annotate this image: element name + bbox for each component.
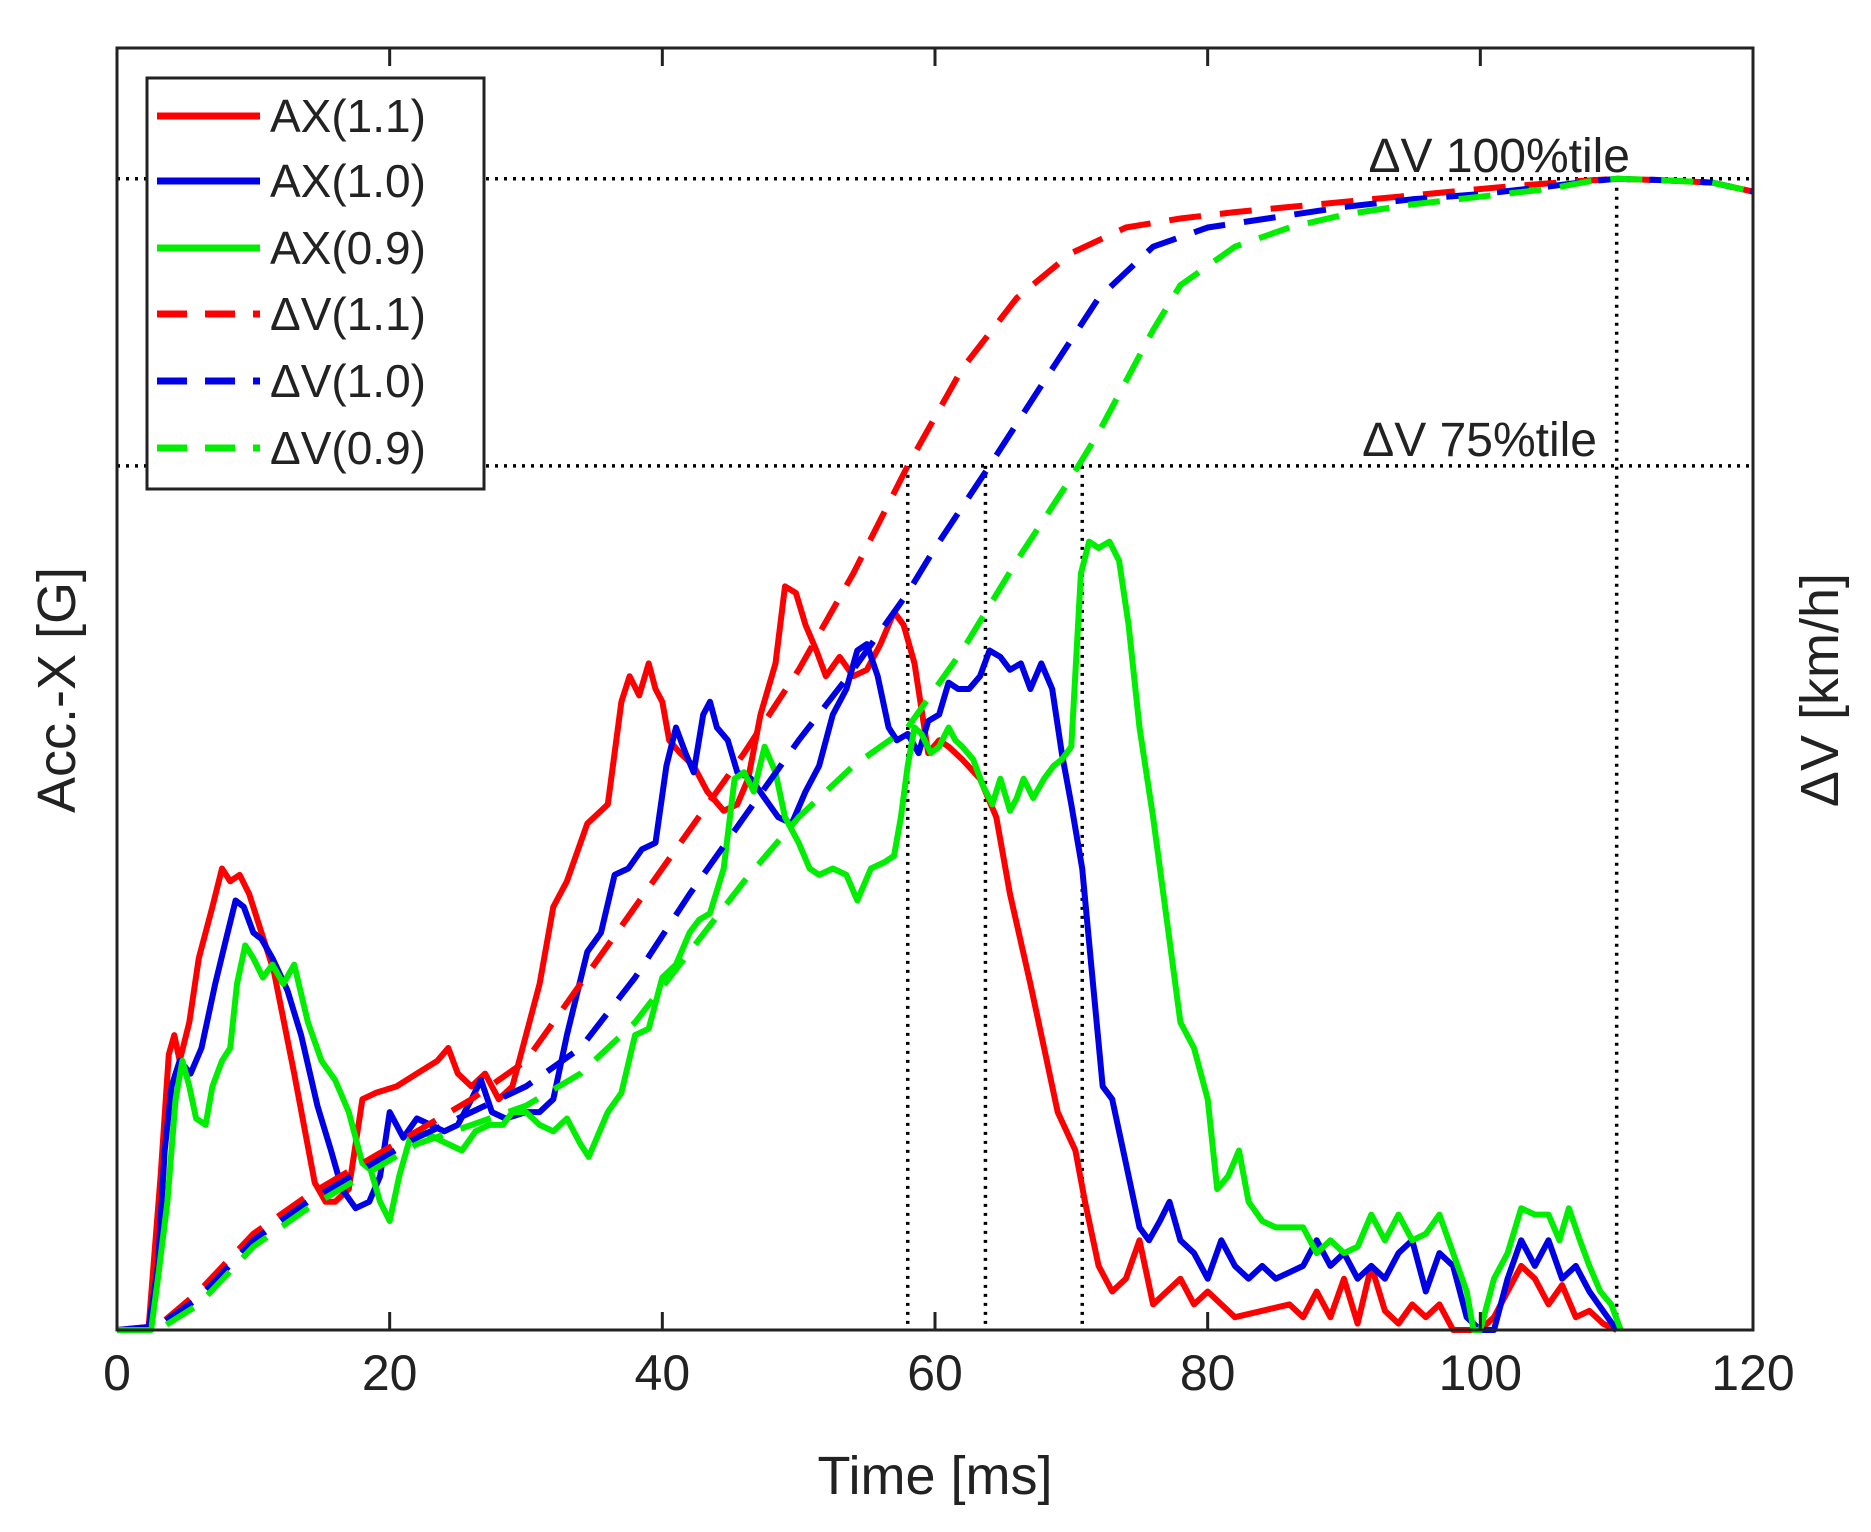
x-tick-label: 40 bbox=[635, 1345, 691, 1401]
x-tick-label: 20 bbox=[362, 1345, 418, 1401]
x-tick-label: 80 bbox=[1180, 1345, 1236, 1401]
y-axis-label-left: Acc.-X [G] bbox=[27, 567, 87, 813]
legend-label-ax09: AX(0.9) bbox=[270, 222, 426, 274]
series-line-1 bbox=[117, 641, 1620, 1333]
series-lines bbox=[116, 175, 1754, 1333]
series-line-5 bbox=[117, 175, 1754, 1333]
legend-box bbox=[145, 76, 486, 491]
x-axis-label: Time [ms] bbox=[818, 1446, 1053, 1506]
x-tick-label: 60 bbox=[907, 1345, 963, 1401]
x-tick-label: 0 bbox=[103, 1345, 131, 1401]
y-axis-label-right: ΔV [km/h] bbox=[1790, 573, 1850, 807]
legend-label-dv10: ΔV(1.0) bbox=[270, 355, 426, 407]
legend-label-dv09: ΔV(0.9) bbox=[270, 422, 426, 474]
series-line-0 bbox=[117, 583, 1618, 1333]
series-line-4 bbox=[116, 175, 1754, 1333]
legend-label-dv11: ΔV(1.1) bbox=[270, 288, 426, 340]
legend-label-ax10: AX(1.0) bbox=[270, 155, 426, 207]
legend: AX(1.1) AX(1.0) AX(0.9) ΔV(1.1) ΔV(1.0) … bbox=[145, 76, 486, 491]
legend-label-ax11: AX(1.1) bbox=[270, 90, 426, 142]
x-tick-label: 120 bbox=[1711, 1345, 1794, 1401]
annotation-dv-75: ΔV 75%tile bbox=[1362, 414, 1597, 467]
x-tick-label: 100 bbox=[1439, 1345, 1522, 1401]
annotation-dv-100: ΔV 100%tile bbox=[1368, 130, 1630, 183]
series-line-3 bbox=[116, 175, 1754, 1333]
series-line-2 bbox=[117, 538, 1624, 1333]
axis-ticks: 0 20 40 60 80 100 120 bbox=[103, 48, 1795, 1401]
